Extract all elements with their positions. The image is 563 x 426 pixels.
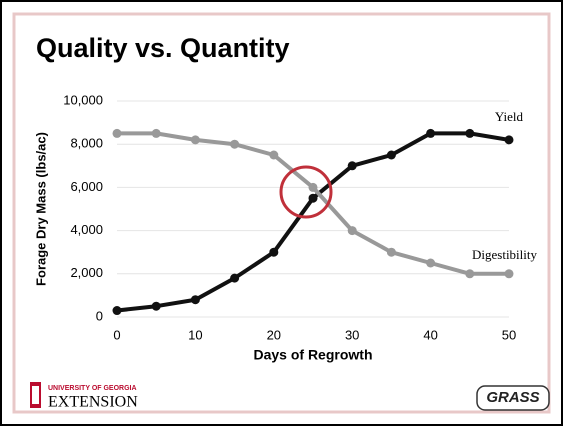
slide-frame: [12, 12, 551, 414]
data-point: [386, 247, 396, 257]
y-axis-label: Forage Dry Mass (lbs/ac): [33, 132, 48, 286]
x-tick-label: 20: [267, 327, 281, 342]
data-point: [386, 150, 396, 160]
y-tick-label: 2,000: [70, 265, 103, 280]
chart-title: Quality vs. Quantity: [36, 33, 290, 63]
y-tick-label: 8,000: [70, 136, 103, 151]
data-point: [151, 128, 161, 138]
logo-extension: EXTENSION: [48, 394, 138, 411]
data-point: [269, 247, 279, 257]
data-point: [308, 193, 318, 203]
x-tick-label: 40: [423, 327, 437, 342]
x-axis-label: Days of Regrowth: [253, 347, 372, 363]
grass-logo: GRASS: [476, 385, 550, 411]
grass-logo-text: GRASS: [486, 389, 539, 406]
data-point: [347, 226, 357, 236]
data-point: [504, 269, 514, 279]
y-tick-label: 10,000: [63, 92, 103, 107]
y-tick-label: 0: [96, 308, 103, 323]
data-point: [190, 295, 200, 305]
data-point: [347, 161, 357, 171]
data-point: [465, 269, 475, 279]
data-point: [230, 273, 240, 283]
data-point: [112, 306, 122, 316]
logo-university: UNIVERSITY OF GEORGIA: [48, 385, 137, 392]
logo-arch-inner: [32, 386, 39, 404]
series-label: Yield: [495, 109, 524, 124]
x-tick-label: 10: [188, 327, 202, 342]
x-tick-label: 50: [502, 327, 516, 342]
data-point: [504, 135, 514, 145]
y-tick-label: 6,000: [70, 179, 103, 194]
x-tick-label: 30: [345, 327, 359, 342]
data-point: [465, 128, 475, 138]
data-point: [426, 258, 436, 268]
data-point: [308, 182, 318, 192]
data-point: [426, 128, 436, 138]
highlight-circle: [279, 165, 333, 219]
data-point: [269, 150, 279, 160]
data-point: [112, 128, 122, 138]
y-tick-label: 4,000: [70, 222, 103, 237]
grass-logo-frame: [476, 385, 550, 411]
data-point: [230, 139, 240, 149]
data-point: [190, 135, 200, 145]
data-point: [151, 301, 161, 311]
x-tick-label: 0: [113, 327, 120, 342]
series-label: Digestibility: [472, 247, 538, 262]
uga-logo: UNIVERSITY OF GEORGIA EXTENSION: [30, 382, 138, 411]
